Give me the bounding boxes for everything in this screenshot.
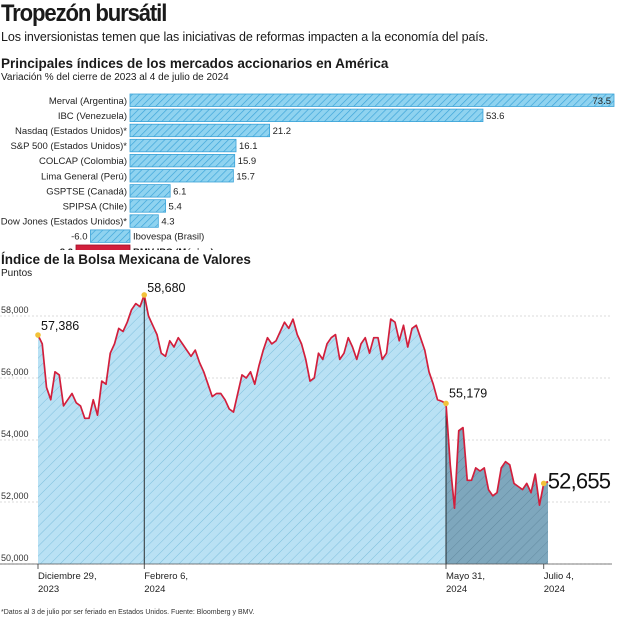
bar-gsptse-canada [129,184,171,198]
area-chart-unit-label: Puntos [1,268,33,279]
bar-value-label: 4.3 [161,217,174,228]
bar-value-label: -8.2 [57,247,73,250]
area-fill [38,294,548,564]
x-tick-label-year: 2023 [38,584,59,595]
bar-colcap-colombia [129,153,236,168]
bar-category-label: Nasdaq (Estados Unidos)* [15,126,127,137]
x-tick-label: Febrero 6, [144,571,188,582]
bar-category-label: COLCAP (Colombia) [39,156,127,167]
series-line [37,294,549,510]
bar-chart: Merval (Argentina) 73.5 IBC (Venezuela) 53.… [1,93,615,250]
bar-dow-jones-estados-unidos [129,214,159,228]
bar-value-label-bg [483,110,511,121]
annotation-marker [540,480,547,487]
bar-value-label: 15.7 [236,171,255,182]
y-tick-label: 50,000 [1,553,29,563]
bar-value-label: 5.4 [169,201,182,212]
bar-category-label: SPIPSA (Chile) [63,201,127,212]
bar-value-label: 21.2 [273,126,292,137]
y-tick-label: 56,000 [1,367,29,377]
source-footnote: *Datos al 3 de julio por ser feriado en … [1,609,255,616]
bar-value-label: 16.1 [239,141,258,152]
bar-value-label: 6.1 [173,186,186,197]
bar-merval-argentina [129,93,615,107]
y-tick-label: 54,000 [1,429,29,439]
bar-spipsa-chile [129,199,166,213]
area-fill-highlight [446,403,548,564]
annotation-label: 52,655 [548,468,611,493]
bar-value-label-bg [234,170,261,181]
annotation-marker [141,292,148,298]
x-tick-label: Julio 4, [544,571,574,582]
bar-ibovespa-brasil [90,229,131,243]
bar-category-label: Merval (Argentina) [49,96,127,107]
annotation-marker [443,400,449,407]
y-tick-label: 58,000 [1,305,29,315]
annotation-label: 58,680 [147,281,185,295]
bar-value-label: 73.5 [593,96,612,107]
bar-category-label: S&P 500 (Estados Unidos)* [10,141,127,152]
bar-value-label: 15.9 [238,156,256,167]
bar-category-label: Ibovespa (Brasil) [133,232,204,243]
bar-chart-title: Principales índices de los mercados acci… [1,56,389,71]
x-tick-label: Diciembre 29, [38,571,97,582]
bar-value-label: 53.6 [486,111,505,122]
x-tick-label-year: 2024 [446,584,467,595]
bar-value-label-bg [159,215,181,227]
x-tick-label-year: 2024 [544,584,565,595]
bar-bmv-ipc-mexico [75,244,131,250]
bar-category-label: GSPTSE (Canadá) [46,186,127,197]
bar-category-label: Dow Jones (Estados Unidos)* [1,217,127,228]
bar-value-label-bg [270,125,298,136]
bar-value-label-bg [237,140,264,151]
y-tick-label: 52,000 [1,491,29,501]
annotation-label: 57,386 [41,319,79,333]
bar-nasdaq-estados-unidos [129,123,271,138]
bar-category-label: BMV IPC (México) [133,247,214,250]
bar-category-label: Lima General (Perú) [41,171,127,182]
x-tick-label-year: 2024 [144,584,165,595]
page-subtitle: Los inversionistas temen que las iniciat… [1,30,489,44]
bar-ibc-venezuela [129,108,484,122]
area-chart-title: Índice de la Bolsa Mexicana de Valores [1,252,251,267]
annotation-label: 55,179 [449,386,487,400]
bar-lima-general-peru [129,169,234,183]
bar-value-label-bg [166,200,188,212]
bar-chart-subtitle: Variación % del cierre de 2023 al 4 de j… [1,72,229,83]
bar-s-p-500-estados-unidos [129,138,237,153]
page-title: Tropezón bursátil [1,0,167,27]
x-tick-label: Mayo 31, [446,571,485,582]
bar-value-label-bg [235,155,263,166]
bar-category-label: IBC (Venezuela) [58,111,127,122]
bar-value-label-bg [171,185,192,197]
bar-value-label: -6.0 [71,232,87,243]
annotation-marker [35,332,41,338]
